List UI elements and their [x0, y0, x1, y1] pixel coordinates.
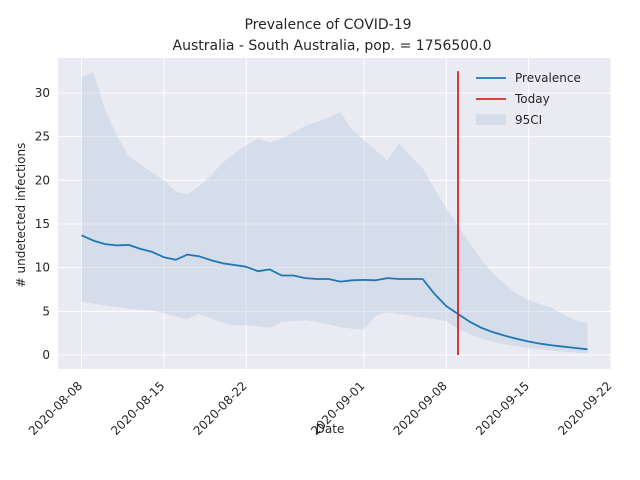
legend-label-today: Today: [514, 92, 550, 106]
y-tick-label: 25: [35, 130, 50, 144]
x-tick-label: 2020-08-22: [191, 379, 250, 438]
x-tick-label: 2020-09-15: [473, 379, 532, 438]
series-layer: [81, 71, 588, 356]
chart-title: Prevalence of COVID-19: [244, 17, 411, 33]
legend-label-95ci: 95CI: [515, 113, 542, 127]
y-tick-label: 10: [35, 261, 50, 275]
y-tick-label: 30: [35, 86, 50, 100]
ci-band-layer: [81, 72, 588, 354]
x-axis-label: Date: [316, 422, 345, 436]
legend-swatch-95ci: [476, 114, 506, 125]
y-tick-label: 0: [42, 348, 50, 362]
x-tick-label: 2020-08-15: [108, 379, 167, 438]
x-tick-label: 2020-08-08: [26, 379, 85, 438]
y-axis-ticks: 0 5 10 15 20 25 30: [35, 86, 50, 362]
y-tick-label: 20: [35, 173, 50, 187]
plot-area: [58, 58, 611, 369]
legend-label-prevalence: Prevalence: [515, 71, 581, 85]
x-tick-label: 2020-09-08: [391, 379, 450, 438]
series-line-prevalence: [81, 234, 588, 351]
legend: Prevalence Today 95CI: [476, 71, 581, 127]
y-tick-label: 15: [35, 217, 50, 231]
x-tick-label: 2020-09-22: [555, 379, 614, 438]
y-tick-label: 5: [42, 304, 50, 318]
y-axis-label: # undetected infections: [14, 143, 28, 288]
chart-subtitle: Australia - South Australia, pop. = 1756…: [173, 38, 492, 54]
grid: [58, 58, 612, 369]
ci-band-95: [81, 72, 588, 354]
